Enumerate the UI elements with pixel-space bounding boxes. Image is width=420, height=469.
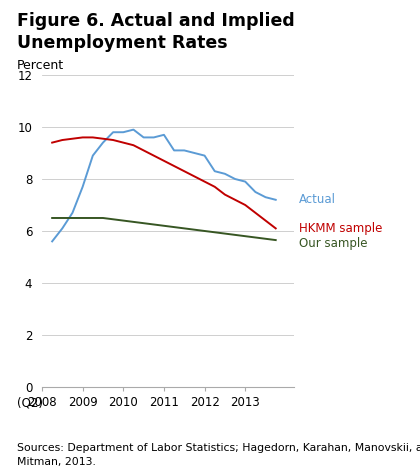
Text: Actual: Actual <box>299 193 336 206</box>
Text: Figure 6. Actual and Implied: Figure 6. Actual and Implied <box>17 12 294 30</box>
Text: Our sample: Our sample <box>299 237 368 250</box>
Text: Sources: Department of Labor Statistics; Hagedorn, Karahan, Manovskii, and
Mitma: Sources: Department of Labor Statistics;… <box>17 444 420 467</box>
Text: HKMM sample: HKMM sample <box>299 222 383 235</box>
Text: (Q2): (Q2) <box>17 396 43 409</box>
Text: Unemployment Rates: Unemployment Rates <box>17 34 227 52</box>
Text: Percent: Percent <box>17 59 64 72</box>
